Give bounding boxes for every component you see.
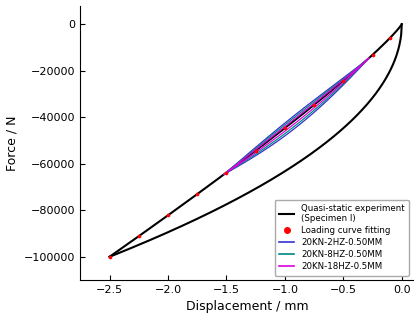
Point [340, 78, 347, 83]
Point [165, 213, 171, 218]
Point [311, 102, 318, 107]
Point [282, 125, 288, 130]
Point [106, 254, 113, 259]
Y-axis label: Force / N: Force / N [5, 115, 18, 171]
Legend: Quasi-static experiment
(Specimen I), Loading curve fitting, 20KN-2HZ-0.50MM, 20: Quasi-static experiment (Specimen I), Lo… [274, 200, 409, 276]
Point [135, 234, 142, 239]
Point [194, 191, 201, 197]
Point [387, 35, 393, 41]
X-axis label: Displacement / mm: Displacement / mm [186, 300, 308, 314]
Point [369, 52, 376, 57]
Point [223, 170, 230, 175]
Point [252, 148, 259, 153]
